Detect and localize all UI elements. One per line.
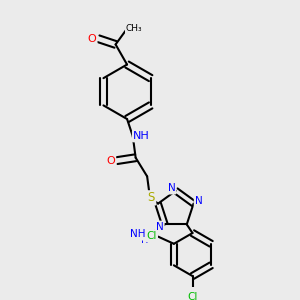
- Text: NH: NH: [130, 230, 146, 239]
- Text: H: H: [141, 235, 148, 245]
- Text: Cl: Cl: [147, 231, 157, 241]
- Text: N: N: [195, 196, 203, 206]
- Text: N: N: [168, 183, 176, 194]
- Text: O: O: [88, 34, 96, 44]
- Text: O: O: [106, 156, 115, 166]
- Text: NH: NH: [133, 131, 150, 141]
- Text: CH₃: CH₃: [126, 24, 142, 33]
- Text: N: N: [156, 222, 164, 232]
- Text: Cl: Cl: [187, 292, 198, 300]
- Text: S: S: [148, 191, 155, 204]
